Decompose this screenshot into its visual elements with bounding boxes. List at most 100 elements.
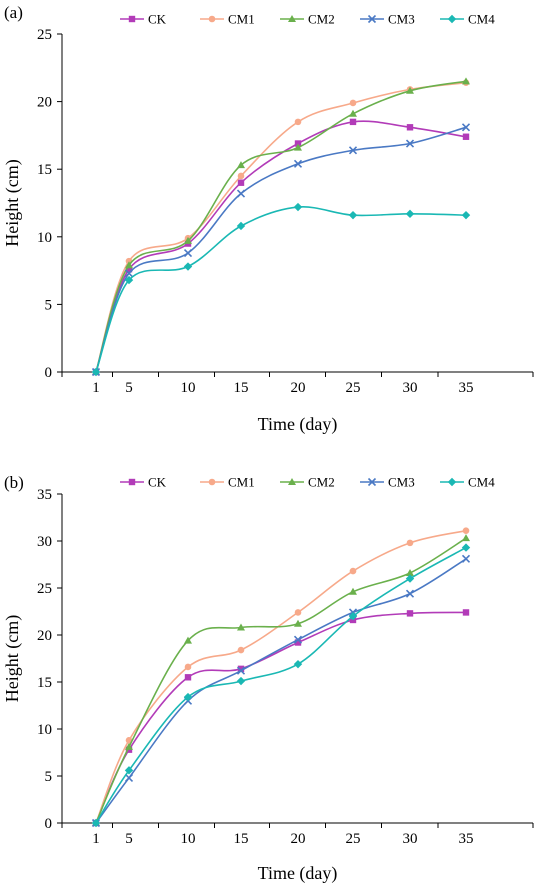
- data-point-cm4-15: [236, 676, 246, 686]
- y-tick-label: 0: [45, 365, 53, 381]
- data-point-cm2-10: [184, 236, 192, 244]
- y-tick-label: 15: [37, 162, 52, 178]
- x-tick-label: 1: [92, 380, 100, 396]
- data-point-cm1-35: [462, 527, 470, 534]
- x-tick-label: 20: [291, 380, 306, 396]
- data-point-cm3-35: [461, 123, 471, 132]
- data-point-cm2-25: [349, 587, 357, 595]
- data-point-ck-20: [294, 140, 302, 147]
- legend-marker-cm4: [447, 14, 457, 24]
- data-point-cm2-10: [184, 636, 192, 644]
- data-point-cm4-35: [461, 543, 471, 552]
- legend-label-cm3: CM3: [388, 475, 415, 490]
- data-point-cm1-30: [406, 539, 414, 547]
- x-tick-label: 35: [459, 380, 474, 396]
- legend-label-cm2: CM2: [308, 475, 335, 490]
- legend-marker-ck: [128, 478, 136, 486]
- data-point-cm4-10: [183, 262, 193, 271]
- panel-label: (b): [4, 473, 24, 492]
- data-point-cm2-15: [237, 161, 245, 169]
- data-point-cm4-1: [91, 367, 101, 377]
- data-point-ck-30: [406, 610, 414, 617]
- y-tick-label: 25: [37, 581, 52, 597]
- data-point-cm1-15: [237, 172, 245, 180]
- series-line-ck: [95, 611, 467, 824]
- legend: CK CM1 CM2 CM3 CM4: [120, 12, 495, 27]
- data-point-cm4-25: [348, 210, 358, 220]
- y-tick-label: 20: [37, 95, 52, 111]
- legend-label-cm4: CM4: [468, 12, 495, 27]
- data-point-cm3-20: [293, 159, 303, 168]
- data-point-cm1-20: [294, 609, 302, 616]
- legend-marker-cm1: [208, 478, 216, 486]
- y-tick-label: 25: [37, 27, 52, 43]
- legend-marker-cm3: [367, 477, 377, 487]
- x-tick-label: 10: [181, 380, 196, 396]
- legend-label-cm1: CM1: [228, 12, 255, 27]
- y-tick-label: 20: [37, 628, 52, 644]
- data-point-ck-5: [125, 266, 133, 273]
- data-point-cm1-25: [349, 99, 357, 107]
- data-point-cm3-15: [236, 189, 246, 198]
- data-point-cm4-35: [461, 210, 471, 220]
- legend-label-cm2: CM2: [308, 12, 335, 27]
- x-axis-title: Time (day): [258, 414, 338, 435]
- data-point-cm2-15: [237, 623, 245, 631]
- legend: CK CM1 CM2 CM3 CM4: [120, 475, 495, 490]
- legend-label-ck: CK: [148, 12, 167, 27]
- data-point-ck-15: [237, 665, 245, 673]
- y-tick-label: 10: [37, 230, 52, 246]
- data-point-cm2-5: [125, 261, 133, 269]
- data-point-cm1-15: [237, 646, 245, 654]
- x-tick-label: 10: [181, 831, 196, 847]
- data-point-cm2-35: [462, 534, 470, 542]
- data-point-cm3-30: [405, 139, 415, 148]
- data-point-cm3-20: [293, 635, 303, 644]
- x-tick-label: 30: [403, 831, 418, 847]
- x-tick-label: 1: [92, 831, 100, 847]
- data-point-cm4-25: [348, 612, 358, 621]
- x-tick-label: 25: [346, 380, 361, 396]
- y-tick-label: 30: [37, 534, 52, 550]
- y-axis-title: Height (cm): [2, 159, 23, 246]
- series-line-cm3: [95, 126, 467, 373]
- y-tick-label: 15: [37, 675, 52, 691]
- legend-label-cm1: CM1: [228, 475, 255, 490]
- data-point-cm1-10: [184, 663, 192, 671]
- data-point-cm3-25: [348, 146, 358, 155]
- data-point-ck-20: [294, 639, 302, 646]
- data-point-cm2-30: [406, 568, 414, 576]
- data-point-cm4-15: [236, 221, 246, 231]
- legend-marker-cm3: [367, 14, 377, 24]
- data-point-cm4-5: [124, 275, 134, 285]
- data-point-cm3-5: [124, 773, 134, 782]
- data-point-cm3-15: [236, 666, 246, 675]
- data-point-cm3-5: [124, 269, 134, 278]
- x-tick-label: 15: [234, 831, 249, 847]
- legend-label-ck: CK: [148, 475, 167, 490]
- y-tick-label: 0: [45, 816, 53, 832]
- x-tick-label: 5: [125, 831, 133, 847]
- x-tick-label: 25: [346, 831, 361, 847]
- legend-marker-cm4: [447, 477, 457, 487]
- data-point-cm4-20: [293, 202, 303, 212]
- panel-label: (a): [4, 3, 23, 22]
- data-point-ck-35: [462, 133, 470, 140]
- data-point-cm2-35: [462, 77, 470, 85]
- y-axis-title: Height (cm): [2, 615, 23, 702]
- data-point-ck-10: [184, 674, 192, 681]
- x-axis-title: Time (day): [258, 863, 338, 884]
- series-line-cm4: [95, 206, 467, 373]
- data-point-cm3-10: [183, 248, 193, 258]
- legend-label-cm3: CM3: [388, 12, 415, 27]
- legend-marker-cm2: [288, 478, 296, 485]
- data-point-cm1-20: [294, 118, 302, 126]
- series-line-cm3: [95, 558, 467, 824]
- series-line-ck: [95, 120, 467, 373]
- data-point-cm1-25: [349, 567, 357, 575]
- x-tick-label: 15: [234, 380, 249, 396]
- x-tick-label: 5: [125, 380, 133, 396]
